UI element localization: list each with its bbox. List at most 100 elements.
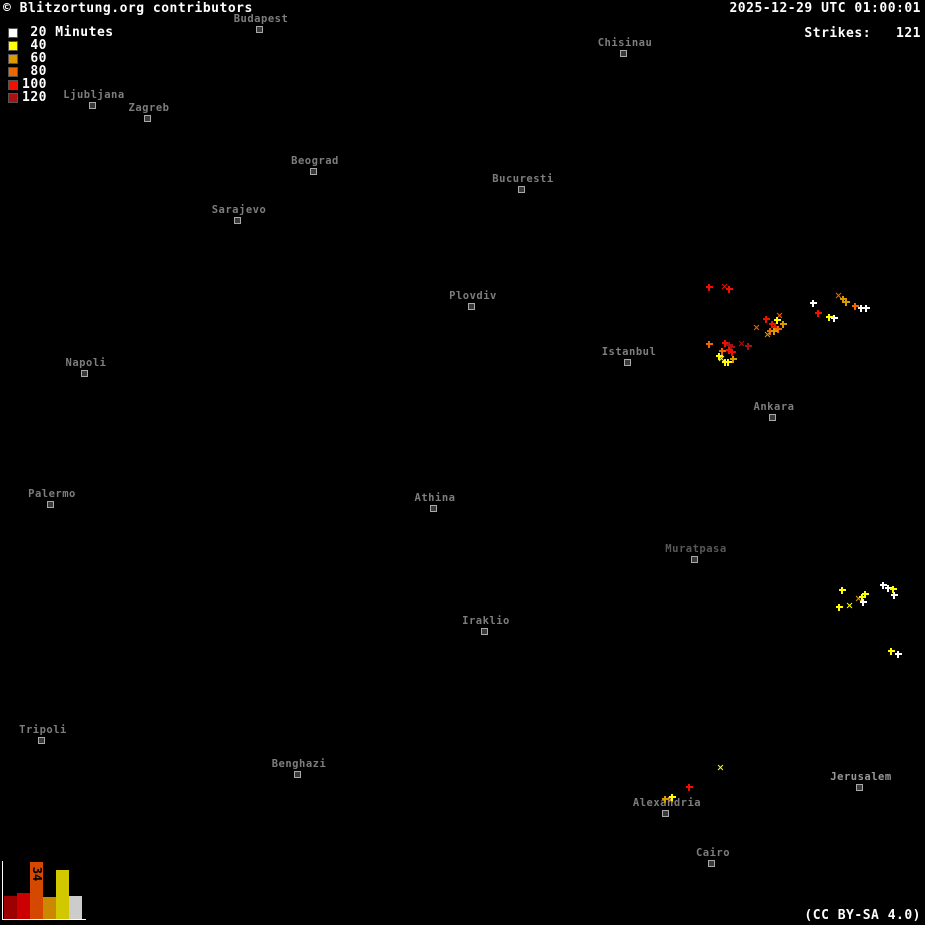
lightning-strike-icon bbox=[725, 341, 733, 349]
legend-label: 100 bbox=[22, 77, 47, 92]
city-label: Muratpasa bbox=[665, 543, 727, 555]
city-label: Ljubljana bbox=[63, 89, 125, 101]
city-label: Iraklio bbox=[462, 615, 510, 627]
city-label: Sarajevo bbox=[211, 204, 267, 216]
lightning-strike-icon bbox=[727, 343, 735, 351]
license-text: (CC BY-SA 4.0) bbox=[804, 908, 921, 923]
city-label: Tripoli bbox=[19, 724, 67, 736]
attribution-text: © Blitzortung.org contributors bbox=[3, 1, 253, 16]
lightning-strike-icon bbox=[770, 327, 778, 335]
legend-label: 20 Minutes bbox=[22, 25, 114, 40]
legend-color-swatch bbox=[8, 41, 18, 51]
city-marker bbox=[88, 101, 96, 109]
lightning-strike-icon bbox=[718, 347, 726, 355]
strike-histogram: 34 bbox=[2, 861, 86, 920]
histogram-bar bbox=[56, 870, 69, 919]
city-marker bbox=[46, 500, 54, 508]
histogram-bar bbox=[69, 896, 82, 919]
city-label: Budapest bbox=[233, 13, 289, 25]
lightning-strike-icon bbox=[774, 325, 782, 333]
city-marker bbox=[80, 369, 88, 377]
city-marker bbox=[480, 627, 488, 635]
lightning-strike-icon bbox=[862, 304, 870, 312]
histogram-bar-value: 34 bbox=[29, 866, 44, 882]
city-label: Alexandria bbox=[632, 797, 702, 809]
city-label: Beograd bbox=[291, 155, 339, 167]
city-marker bbox=[768, 413, 776, 421]
lightning-strike-icon bbox=[724, 358, 732, 366]
lightning-strike-icon bbox=[705, 340, 713, 348]
city-label: Napoli bbox=[65, 357, 107, 369]
lightning-strike-icon bbox=[830, 314, 838, 322]
city-marker bbox=[143, 114, 151, 122]
city-label: Plovdiv bbox=[449, 290, 497, 302]
lightning-strike-icon bbox=[705, 283, 713, 291]
lightning-strike-icon bbox=[825, 313, 833, 321]
city-label: Chisinau bbox=[597, 37, 653, 49]
city-label: Bucuresti bbox=[492, 173, 554, 185]
city-marker bbox=[255, 25, 263, 33]
city-label: Jerusalem bbox=[830, 771, 892, 783]
city-label: Benghazi bbox=[271, 758, 327, 770]
legend-color-swatch bbox=[8, 93, 18, 103]
lightning-strike-icon bbox=[685, 783, 693, 791]
city-label: Palermo bbox=[28, 488, 76, 500]
lightning-strike-icon bbox=[779, 320, 787, 328]
city-marker bbox=[429, 504, 437, 512]
legend-label: 80 bbox=[22, 64, 47, 79]
city-marker bbox=[690, 555, 698, 563]
legend-color-swatch bbox=[8, 54, 18, 64]
lightning-strike-icon bbox=[879, 581, 887, 589]
lightning-strike-icon bbox=[890, 591, 898, 599]
city-label: Cairo bbox=[695, 847, 731, 859]
lightning-strike-icon bbox=[889, 585, 897, 593]
city-marker bbox=[619, 49, 627, 57]
legend-label: 40 bbox=[22, 38, 47, 53]
lightning-strike-icon bbox=[884, 584, 892, 592]
lightning-strike-icon bbox=[768, 320, 776, 328]
lightning-strike-icon bbox=[751, 322, 761, 332]
legend-label: 60 bbox=[22, 51, 47, 66]
city-marker bbox=[467, 302, 475, 310]
histogram-bar bbox=[43, 897, 56, 919]
lightning-strike-icon bbox=[858, 593, 866, 601]
city-marker bbox=[707, 859, 715, 867]
histogram-bar bbox=[4, 896, 17, 919]
lightning-strike-icon bbox=[721, 339, 729, 347]
lightning-strike-icon bbox=[842, 298, 850, 306]
lightning-strike-icon bbox=[762, 315, 770, 323]
city-marker bbox=[855, 783, 863, 791]
lightning-strike-icon bbox=[668, 793, 676, 801]
lightning-strike-icon bbox=[725, 285, 733, 293]
timestamp-text: 2025-12-29 UTC 01:00:01 bbox=[729, 1, 921, 16]
city-marker bbox=[293, 770, 301, 778]
lightning-strike-icon bbox=[851, 302, 859, 310]
city-marker bbox=[233, 216, 241, 224]
lightning-strike-icon bbox=[809, 299, 817, 307]
lightning-strike-icon bbox=[861, 590, 869, 598]
lightning-strike-icon bbox=[857, 304, 865, 312]
lightning-strike-icon bbox=[894, 650, 902, 658]
lightning-strike-icon bbox=[844, 600, 854, 610]
city-label: Zagreb bbox=[128, 102, 170, 114]
histogram-bar bbox=[17, 893, 30, 919]
lightning-strike-icon bbox=[773, 316, 781, 324]
lightning-strike-icon bbox=[887, 647, 895, 655]
lightning-strike-icon bbox=[838, 586, 846, 594]
lightning-strike-icon bbox=[814, 309, 822, 317]
lightning-strike-icon bbox=[725, 346, 733, 354]
lightning-strike-icon bbox=[859, 598, 867, 606]
lightning-strike-icon bbox=[766, 327, 774, 335]
legend-color-swatch bbox=[8, 80, 18, 90]
city-marker bbox=[517, 185, 525, 193]
legend-label: 120 bbox=[22, 90, 47, 105]
lightning-strike-icon bbox=[744, 342, 752, 350]
lightning-strike-icon bbox=[729, 355, 737, 363]
city-marker bbox=[661, 809, 669, 817]
histogram-bar: 34 bbox=[29, 862, 44, 919]
city-marker bbox=[37, 736, 45, 744]
city-label: Istanbul bbox=[601, 346, 657, 358]
lightning-strike-icon bbox=[728, 348, 736, 356]
strike-counter: Strikes: 121 bbox=[804, 26, 921, 41]
